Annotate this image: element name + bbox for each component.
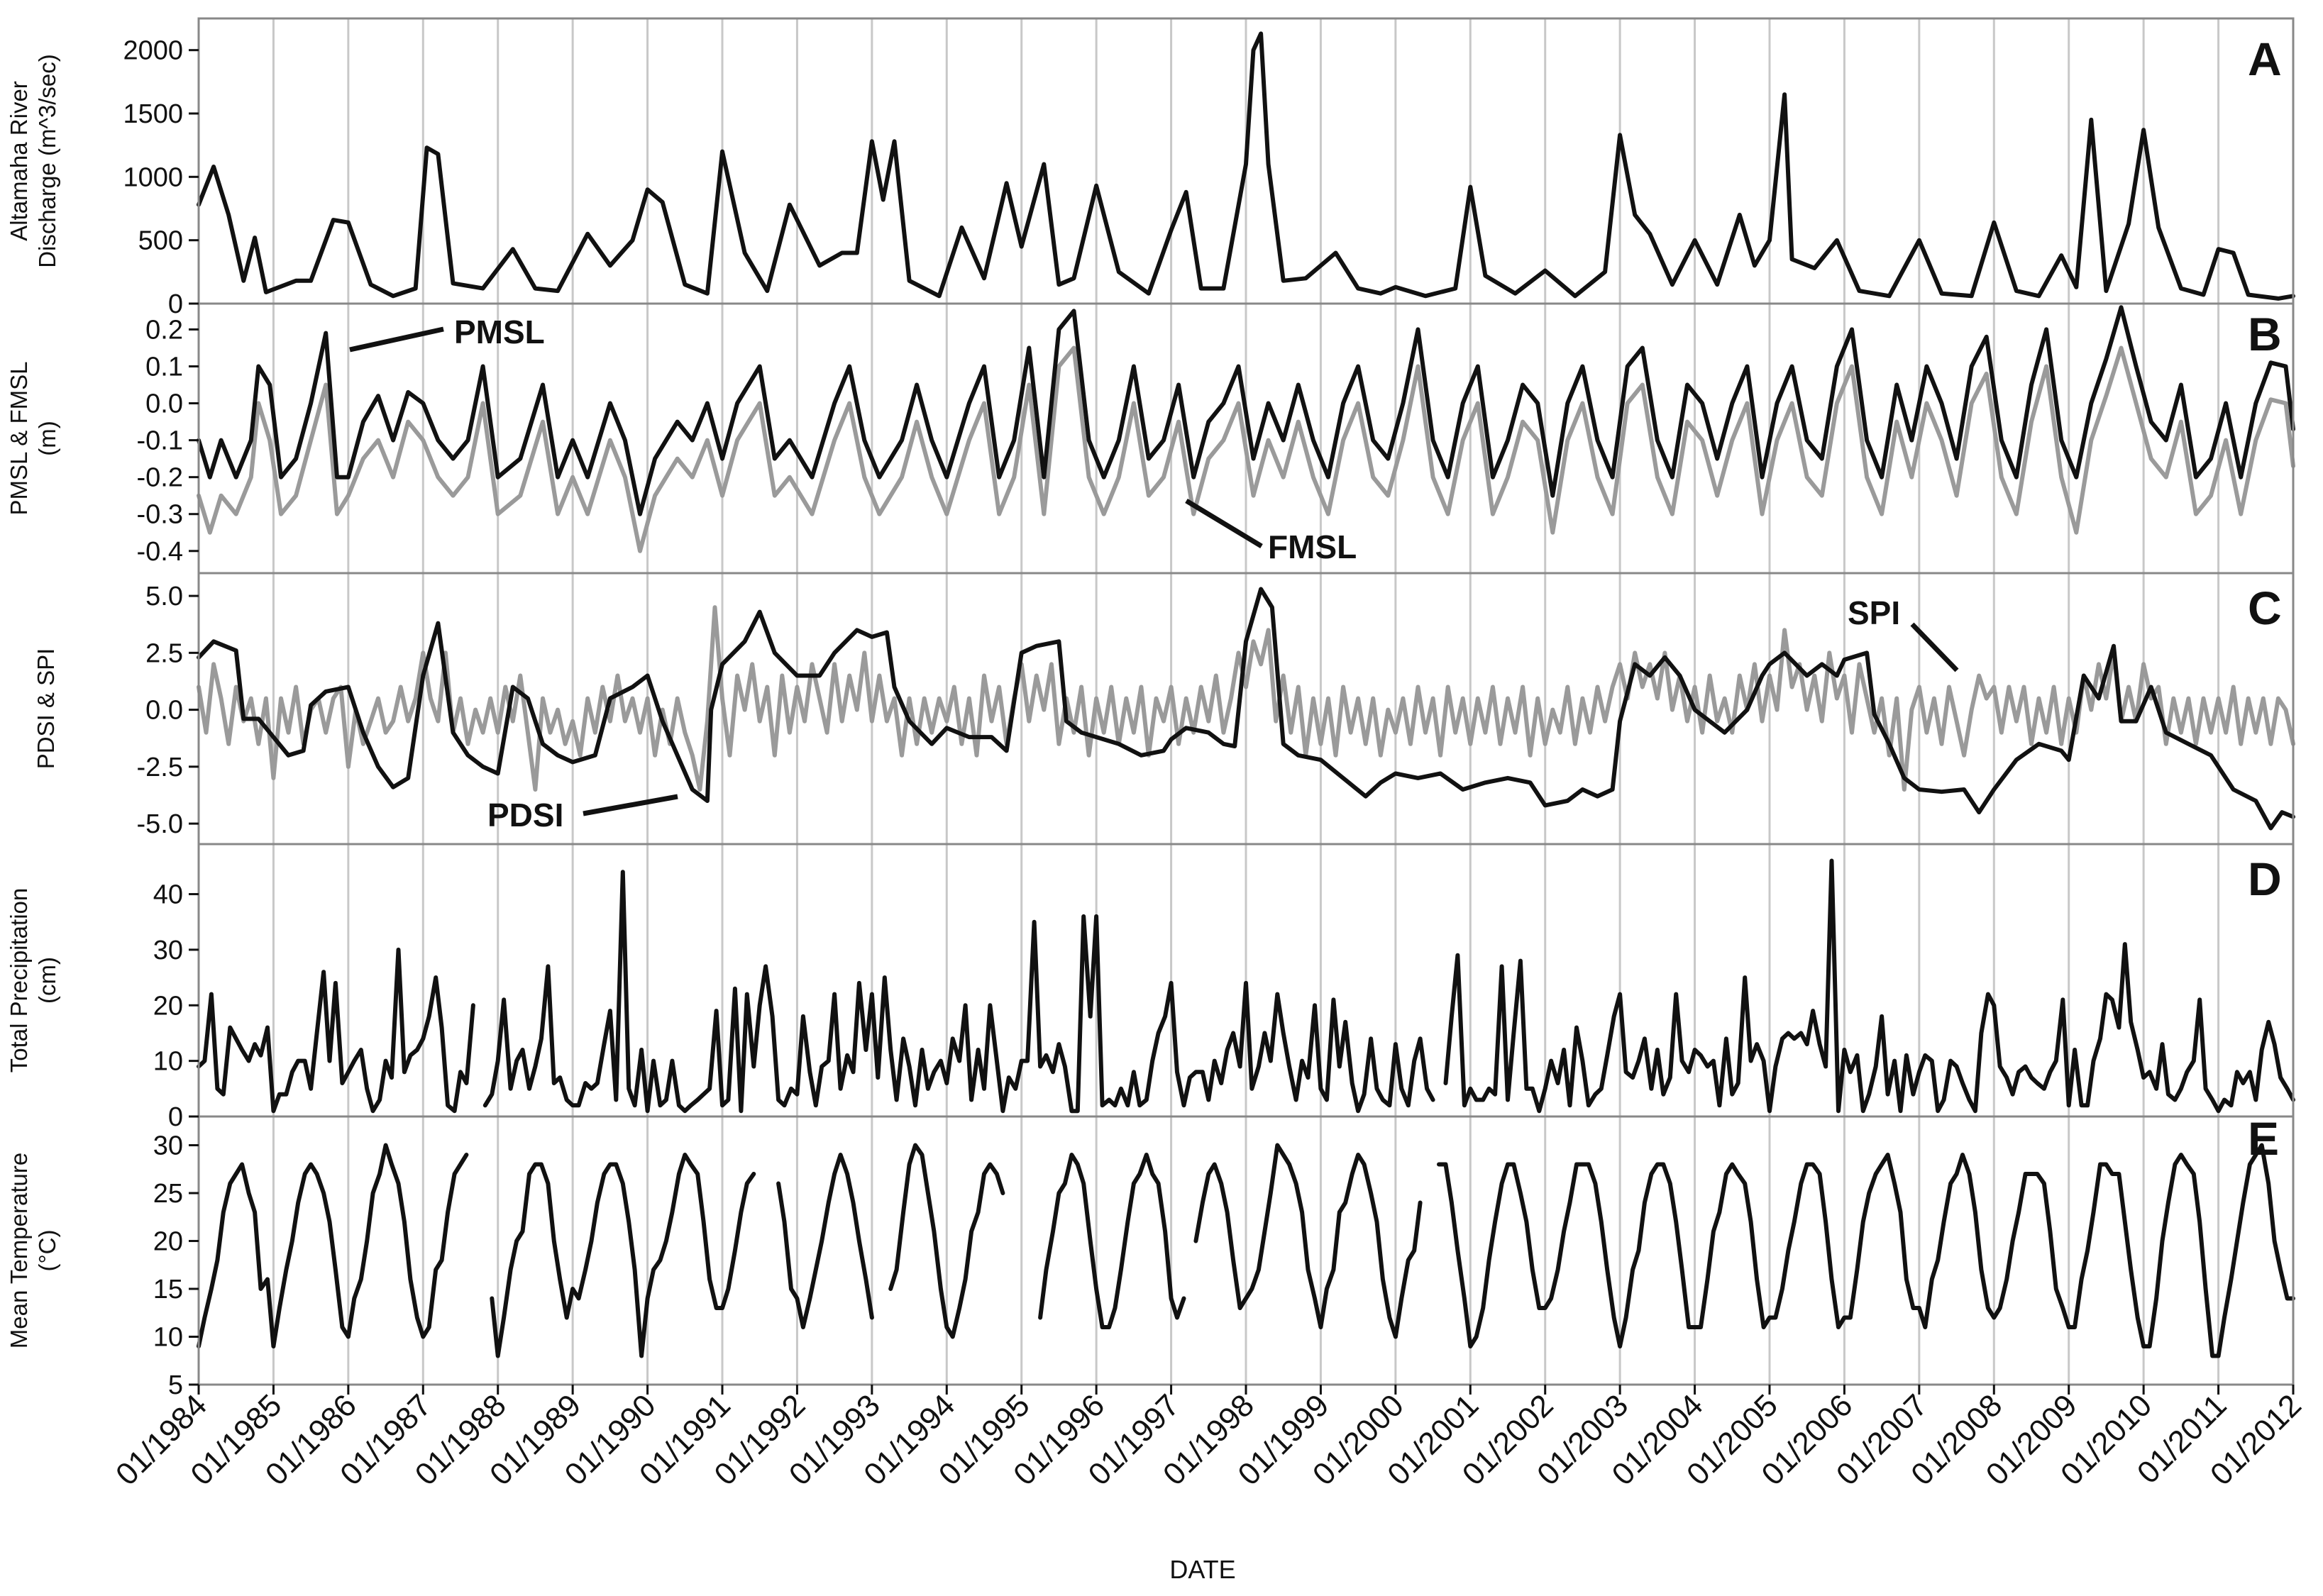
- series-line-a-main: [197, 31, 2295, 301]
- panel-label-d: D: [2248, 853, 2282, 905]
- series-line-b-pmsl: [197, 305, 2295, 516]
- y-tick-label: 0.0: [145, 389, 183, 419]
- y-tick-label: -5.0: [137, 809, 183, 839]
- spi-annotation: SPI: [1848, 594, 1900, 631]
- y-tick-label: -0.2: [137, 463, 183, 493]
- vertical-gridlines: [197, 18, 2295, 1385]
- y-tick-label: 0.2: [145, 315, 183, 345]
- axes: 0 500 1000 1500 2000 Altamaha River Discharge …: [6, 36, 2308, 1492]
- y-tick-label: 5.0: [145, 582, 183, 611]
- y-axis-label: Mean Temperature: [6, 1153, 32, 1348]
- annotations: PMSL FMSL SPI PDSI: [349, 314, 1959, 833]
- y-tick-label: 5: [168, 1370, 183, 1400]
- y-axis-label: Total Precipitation: [6, 888, 32, 1073]
- y-tick-label: 20: [153, 991, 183, 1021]
- panel-label-b: B: [2248, 308, 2282, 360]
- y-axis-label: (cm): [34, 957, 60, 1004]
- y-axis-label: Discharge (m^3/sec): [34, 54, 60, 268]
- y-tick-label: -2.5: [137, 753, 183, 782]
- y-axis-label: PDSI & SPI: [33, 648, 59, 770]
- series-line-e-main: [197, 1143, 2295, 1358]
- y-tick-label: -0.3: [137, 500, 183, 530]
- y-tick-label: 25: [153, 1179, 183, 1209]
- y-tick-label: 0.0: [145, 696, 183, 726]
- y-tick-label: 2000: [123, 36, 183, 66]
- pmsl-leader-line: [349, 326, 444, 353]
- x-axis-title: DATE: [1169, 1555, 1235, 1584]
- y-tick-label: 0: [168, 1102, 183, 1132]
- y-axis-label: Altamaha River: [6, 81, 32, 241]
- y-tick-label: 1500: [123, 99, 183, 129]
- y-tick-label: 0: [168, 289, 183, 319]
- panel-label-c: C: [2248, 582, 2282, 634]
- series-line-c-spi: [197, 605, 2295, 792]
- panel-label-e: E: [2248, 1112, 2279, 1165]
- panel-label-a: A: [2248, 33, 2282, 85]
- y-tick-label: 40: [153, 880, 183, 910]
- y-tick-label: -0.4: [137, 537, 183, 567]
- pmsl-annotation: PMSL: [454, 314, 545, 350]
- y-axis-label: PMSL & FMSL: [6, 362, 32, 516]
- pdsi-leader-line: [583, 794, 678, 816]
- y-tick-label: 500: [138, 226, 183, 256]
- y-tick-label: 10: [153, 1323, 183, 1353]
- y-tick-label: 0.1: [145, 352, 183, 382]
- spi-leader-line: [1910, 622, 1959, 672]
- pdsi-annotation: PDSI: [487, 797, 563, 833]
- series-line-d-main: [197, 858, 2295, 1114]
- y-axis-label: (°C): [34, 1229, 60, 1271]
- y-tick-label: 15: [153, 1275, 183, 1304]
- fmsl-annotation: FMSL: [1268, 528, 1357, 565]
- series-line-c-pdsi: [197, 587, 2295, 831]
- series-line-b-fmsl: [197, 345, 2295, 553]
- y-tick-label: 30: [153, 1131, 183, 1161]
- y-tick-label: 30: [153, 936, 183, 965]
- y-tick-label: 2.5: [145, 638, 183, 668]
- y-tick-label: 20: [153, 1227, 183, 1257]
- y-tick-label: 1000: [123, 162, 183, 192]
- y-tick-label: -0.1: [137, 426, 183, 456]
- y-axis-label: (m): [34, 421, 60, 455]
- fmsl-leader-line: [1185, 499, 1263, 548]
- y-tick-label: 10: [153, 1047, 183, 1077]
- data-series: [197, 31, 2295, 1358]
